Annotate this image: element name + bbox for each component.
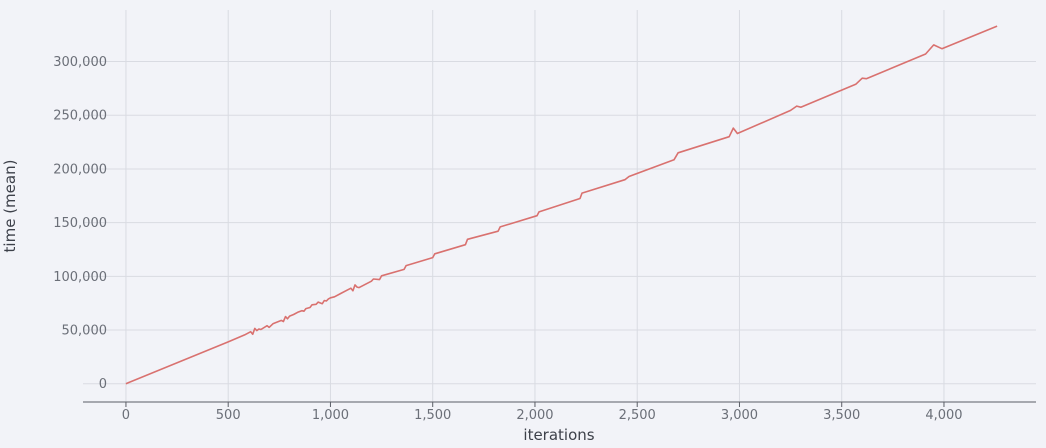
x-tick-label-4: 2,000 bbox=[516, 408, 553, 423]
y-axis-ticks: 0 50,000 100,000 150,000 200,000 250,000 300,0… bbox=[53, 55, 107, 392]
series-layer bbox=[125, 25, 998, 385]
y-axis-label: time (mean) bbox=[1, 160, 19, 253]
x-tick-label-1: 500 bbox=[216, 408, 241, 423]
x-tick-label-6: 3,000 bbox=[721, 408, 758, 423]
x-tick-label-2: 1,000 bbox=[312, 408, 349, 423]
y-tick-label-0: 0 bbox=[99, 377, 107, 392]
x-tick-label-3: 1,500 bbox=[414, 408, 451, 423]
x-axis-label: iterations bbox=[523, 426, 594, 444]
x-tick-label-8: 4,000 bbox=[925, 408, 962, 423]
y-tick-label-2: 100,000 bbox=[53, 270, 107, 285]
x-tick-label-0: 0 bbox=[122, 408, 130, 423]
y-tick-label-1: 50,000 bbox=[62, 324, 108, 339]
y-gridlines bbox=[83, 61, 1036, 385]
x-tick-label-7: 3,500 bbox=[823, 408, 860, 423]
y-tick-label-4: 200,000 bbox=[53, 162, 107, 177]
y-tick-label-6: 300,000 bbox=[53, 55, 107, 70]
y-tick-label-3: 150,000 bbox=[53, 216, 107, 231]
x-tick-label-5: 2,500 bbox=[619, 408, 656, 423]
x-gridlines bbox=[125, 10, 945, 402]
x-axis-ticks: 0 500 1,000 1,500 2,000 2,500 3,000 3,500 4,000 bbox=[122, 402, 963, 423]
series-line-0 bbox=[125, 25, 998, 385]
y-tick-label-5: 250,000 bbox=[53, 109, 107, 124]
